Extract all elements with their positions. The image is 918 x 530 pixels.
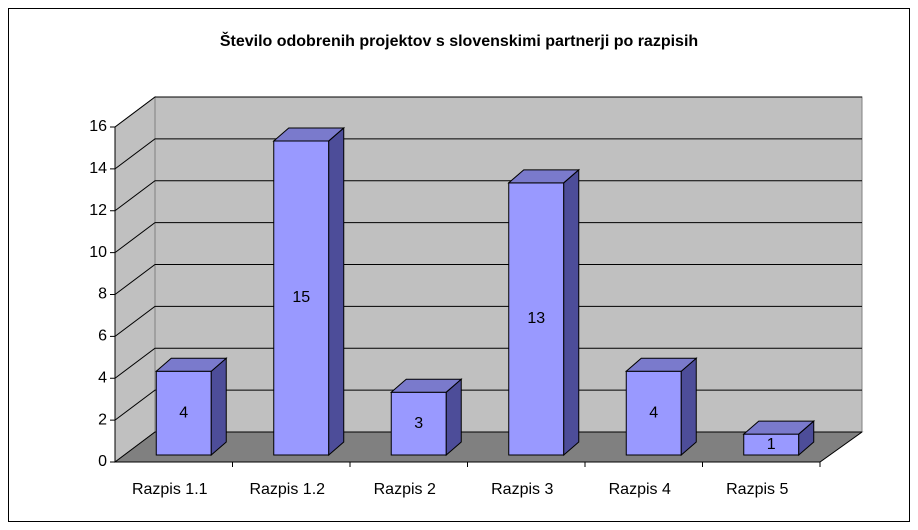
bar (154, 357, 228, 457)
bar-side (563, 168, 580, 457)
grid-line (114, 138, 862, 170)
bar-side (680, 357, 697, 457)
x-tick-label: Razpis 4 (609, 481, 671, 498)
y-tick-label: 16 (89, 118, 107, 135)
grid-line (114, 222, 862, 254)
data-label: 1 (767, 436, 776, 453)
x-tick-label: Razpis 2 (374, 481, 436, 498)
grid-line (114, 264, 862, 295)
bar-side (328, 126, 345, 457)
y-tick-label: 2 (98, 411, 107, 428)
data-label: 4 (179, 404, 188, 421)
grid-line (114, 347, 862, 379)
y-tick-label: 10 (89, 244, 107, 261)
bar-top (507, 169, 581, 184)
y-tick-label: 14 (89, 160, 107, 177)
y-tick-label: 8 (98, 286, 107, 303)
grid-line (114, 305, 862, 337)
data-label: 13 (527, 310, 545, 327)
bar (389, 378, 463, 457)
grid-line (114, 96, 862, 128)
chart-title: Število odobrenih projektov s slovenskim… (220, 31, 698, 50)
bar (624, 357, 698, 457)
bar (507, 168, 581, 457)
bar-top (742, 420, 816, 435)
bar-top (272, 127, 346, 142)
data-label: 4 (649, 404, 658, 421)
data-label: 3 (414, 415, 423, 432)
bar-side (210, 357, 227, 457)
x-axis-end (819, 431, 863, 463)
bar-top (154, 357, 228, 372)
y-tick-label: 0 (98, 453, 107, 470)
grid-line (114, 180, 862, 212)
y-tick-label: 12 (89, 202, 107, 219)
x-tick-label: Razpis 1.2 (249, 481, 325, 498)
bar (742, 419, 816, 457)
bar (272, 126, 346, 457)
bar-top (624, 357, 698, 372)
x-tick-label: Razpis 3 (491, 481, 553, 498)
y-tick-label: 6 (98, 328, 107, 345)
y-tick-label: 4 (98, 369, 107, 386)
x-tick-label: Razpis 5 (726, 481, 788, 498)
bar-top (389, 378, 463, 393)
x-tick-label: Razpis 1.1 (132, 481, 208, 498)
data-label: 15 (292, 289, 310, 306)
